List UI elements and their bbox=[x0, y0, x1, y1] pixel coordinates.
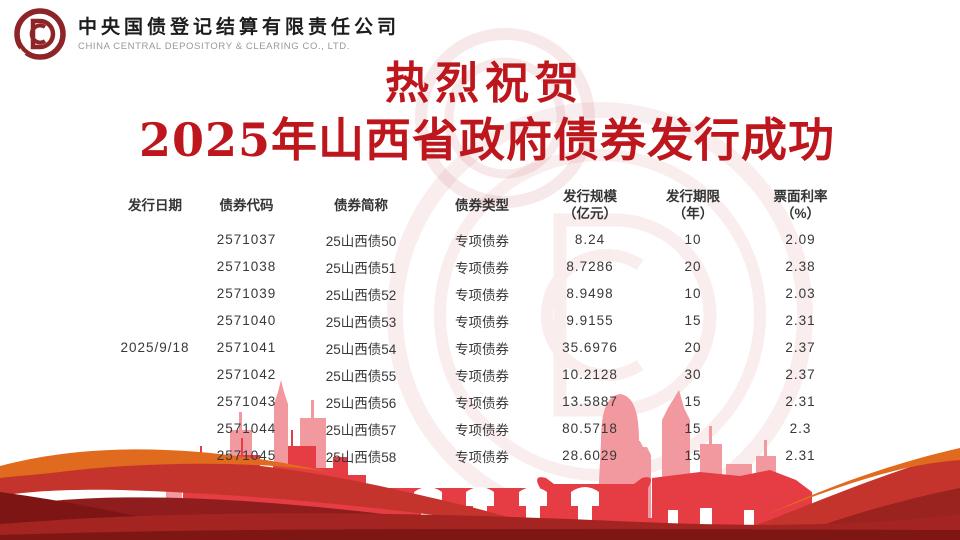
col-header-type: 债券类型 bbox=[455, 197, 509, 213]
cell-code: 2571043 bbox=[216, 394, 277, 409]
cell-short_name: 25山西债57 bbox=[325, 422, 397, 438]
cell-term: 10 bbox=[684, 286, 702, 301]
cell-scale: 80.5718 bbox=[562, 421, 618, 436]
cell-coupon: 2.09 bbox=[785, 232, 816, 247]
bond-row-2571037: 2025/9/18 2571037 25山西债50 专项债券 8.24 10 2.09 bbox=[105, 226, 865, 355]
cell-type: 专项债券 bbox=[455, 368, 509, 384]
cell-type: 专项债券 bbox=[455, 449, 509, 465]
cell-coupon: 2.31 bbox=[785, 448, 816, 463]
bond-row-2571038: 2571038 25山西债51 专项债券 8.7286 20 2.38 bbox=[105, 253, 865, 280]
cell-coupon: 2.37 bbox=[785, 367, 816, 382]
cell-coupon: 2.03 bbox=[785, 286, 816, 301]
cell-term: 15 bbox=[684, 448, 702, 463]
congrats-title: 热烈祝贺 2025年山西省政府债券发行成功 bbox=[0, 58, 960, 168]
cell-code: 2571045 bbox=[216, 448, 277, 463]
cell-type: 专项债券 bbox=[455, 233, 509, 249]
cell-code: 2571041 bbox=[216, 340, 277, 355]
cell-scale: 8.24 bbox=[574, 232, 606, 247]
cell-short_name: 25山西债53 bbox=[325, 314, 397, 330]
cell-term: 30 bbox=[684, 367, 702, 382]
cell-short_name: 25山西债55 bbox=[325, 368, 397, 384]
cell-term: 20 bbox=[684, 340, 702, 355]
cell-scale: 10.2128 bbox=[562, 367, 618, 382]
ribbon-graphic bbox=[0, 448, 960, 540]
bond-row-2571045: 2571045 25山西债58 专项债券 28.6029 15 2.31 bbox=[105, 442, 865, 469]
cell-short_name: 25山西债58 bbox=[325, 449, 397, 465]
cell-coupon: 2.31 bbox=[785, 394, 816, 409]
bond-row-2571040: 2571040 25山西债53 专项债券 9.9155 15 2.31 bbox=[105, 307, 865, 334]
ccdc-logo-icon bbox=[14, 8, 66, 60]
cell-term: 20 bbox=[684, 259, 702, 274]
col-header-coupon: 票面利率 （%） bbox=[773, 189, 828, 221]
cell-short_name: 25山西债56 bbox=[325, 395, 397, 411]
bond-row-2571044: 2571044 25山西债57 专项债券 80.5718 15 2.3 bbox=[105, 415, 865, 442]
issue-date-cell: 2025/9/18 bbox=[120, 340, 190, 355]
cell-short_name: 25山西债54 bbox=[325, 341, 397, 357]
cell-short_name: 25山西债52 bbox=[325, 287, 397, 303]
cell-type: 专项债券 bbox=[455, 260, 509, 276]
cell-scale: 8.9498 bbox=[566, 286, 614, 301]
col-header-short_name: 债券简称 bbox=[334, 197, 388, 213]
bond-row-2571039: 2571039 25山西债52 专项债券 8.9498 10 2.03 bbox=[105, 280, 865, 307]
bond-row-2571042: 2571042 25山西债55 专项债券 10.2128 30 2.37 bbox=[105, 361, 865, 388]
brand-header: 中央国债登记结算有限责任公司 CHINA CENTRAL DEPOSITORY … bbox=[12, 6, 400, 62]
col-header-term: 发行期限 （年） bbox=[666, 189, 720, 221]
brand-names: 中央国债登记结算有限责任公司 CHINA CENTRAL DEPOSITORY … bbox=[78, 16, 400, 53]
congrats-title-line2: 2025年山西省政府债券发行成功 bbox=[138, 113, 836, 168]
cell-scale: 35.6976 bbox=[562, 340, 618, 355]
cell-code: 2571039 bbox=[216, 286, 277, 301]
bond-issuance-table: 发行日期 债券代码 债券简称 债券类型 发行规模 （亿元） 发行期限 （年） 票面利率 （%） 2… bbox=[105, 186, 865, 469]
cell-type: 专项债券 bbox=[455, 395, 509, 411]
company-name-zh: 中央国债登记结算有限责任公司 bbox=[78, 15, 401, 38]
bond-row-2571043: 2571043 25山西债56 专项债券 13.5887 15 2.31 bbox=[105, 388, 865, 415]
cell-term: 15 bbox=[684, 421, 702, 436]
cell-type: 专项债券 bbox=[455, 341, 509, 357]
cell-scale: 9.9155 bbox=[566, 313, 614, 328]
cell-term: 10 bbox=[684, 232, 702, 247]
cell-coupon: 2.37 bbox=[785, 340, 816, 355]
col-header-scale: 发行规模 （亿元） bbox=[563, 189, 617, 221]
cell-scale: 28.6029 bbox=[562, 448, 618, 463]
col-header-issue_date: 发行日期 bbox=[128, 197, 182, 213]
cell-coupon: 2.31 bbox=[785, 313, 816, 328]
cell-code: 2571042 bbox=[216, 367, 277, 382]
cell-code: 2571037 bbox=[216, 232, 277, 247]
bond-table-header: 发行日期 债券代码 债券简称 债券类型 发行规模 （亿元） 发行期限 （年） 票面利率 （%） bbox=[105, 186, 865, 226]
cell-type: 专项债券 bbox=[455, 287, 509, 303]
cell-short_name: 25山西债50 bbox=[325, 233, 397, 249]
cell-short_name: 25山西债51 bbox=[325, 260, 397, 276]
cell-code: 2571044 bbox=[216, 421, 277, 436]
col-header-code: 债券代码 bbox=[219, 197, 274, 213]
cell-type: 专项债券 bbox=[455, 422, 509, 438]
cell-coupon: 2.3 bbox=[789, 421, 812, 436]
cell-code: 2571040 bbox=[216, 313, 277, 328]
cell-coupon: 2.38 bbox=[785, 259, 816, 274]
bond-row-2571041: 2571041 25山西债54 专项债券 35.6976 20 2.37 bbox=[105, 334, 865, 361]
cell-term: 15 bbox=[684, 394, 702, 409]
cell-code: 2571038 bbox=[216, 259, 277, 274]
company-name-en: CHINA CENTRAL DEPOSITORY & CLEARING CO.,… bbox=[78, 41, 350, 53]
cell-type: 专项债券 bbox=[455, 314, 509, 330]
congrats-title-line1: 热烈祝贺 bbox=[385, 58, 585, 109]
cell-scale: 8.7286 bbox=[566, 259, 614, 274]
cell-scale: 13.5887 bbox=[562, 394, 618, 409]
cell-term: 15 bbox=[684, 313, 702, 328]
